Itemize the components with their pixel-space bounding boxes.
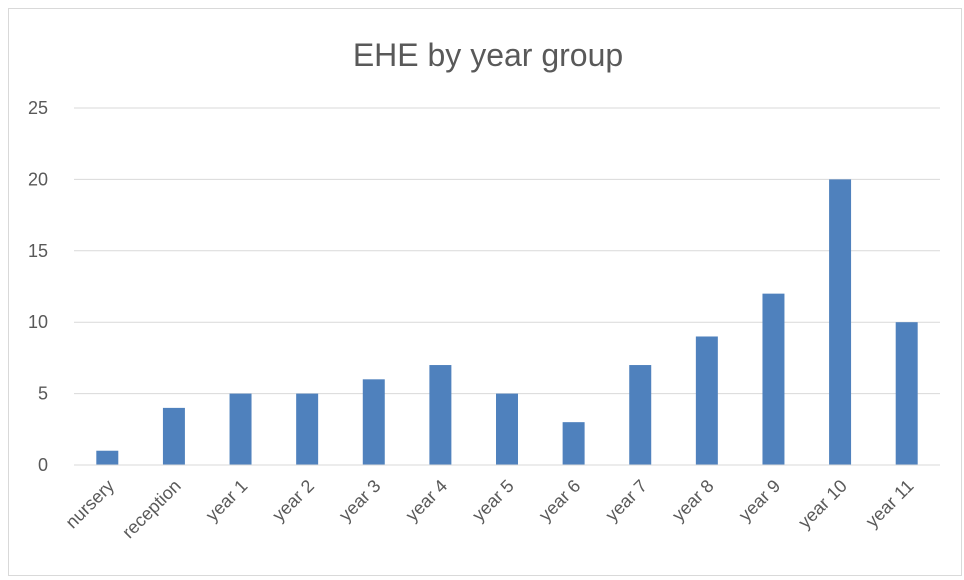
chart-title: EHE by year group: [353, 37, 623, 73]
y-tick-label: 25: [28, 98, 48, 118]
bar: [695, 336, 718, 465]
y-tick-label: 15: [28, 241, 48, 261]
bar: [895, 322, 918, 465]
x-tick-label: year 7: [602, 476, 652, 526]
x-axis-ticks: nursery reception year 1 year 2 year 3 year 4…: [62, 476, 918, 543]
bar: [562, 422, 585, 465]
bar: [496, 393, 518, 465]
bar: [96, 450, 119, 465]
x-tick-label: year 10: [794, 476, 851, 533]
bar: [829, 179, 852, 465]
x-tick-label: year 1: [202, 476, 252, 526]
x-tick-label: year 2: [268, 476, 318, 526]
bar: [296, 393, 319, 465]
x-tick-label: year 4: [402, 476, 452, 526]
x-tick-label: year 8: [668, 476, 718, 526]
chart-frame: [8, 8, 962, 576]
bar: [429, 365, 452, 465]
bar: [629, 365, 652, 465]
x-tick-label: nursery: [62, 476, 119, 533]
y-tick-label: 20: [28, 169, 48, 189]
x-tick-label: year 5: [468, 476, 518, 526]
gridlines: [74, 107, 940, 395]
y-tick-label: 10: [28, 312, 48, 332]
x-tick-label: year 6: [535, 476, 585, 526]
bar: [162, 407, 185, 465]
y-tick-label: 5: [38, 384, 48, 404]
y-axis-ticks: 0 5 10 15 20 25: [28, 98, 48, 475]
x-tick-label: year 3: [335, 476, 385, 526]
bar: [362, 379, 385, 465]
x-tick-label: year 11: [862, 476, 918, 532]
bar: [229, 393, 252, 465]
y-tick-label: 0: [38, 455, 48, 475]
x-tick-label: reception: [118, 476, 185, 543]
bar: [762, 293, 785, 465]
bars: [96, 179, 918, 465]
x-tick-label: year 9: [735, 476, 785, 526]
